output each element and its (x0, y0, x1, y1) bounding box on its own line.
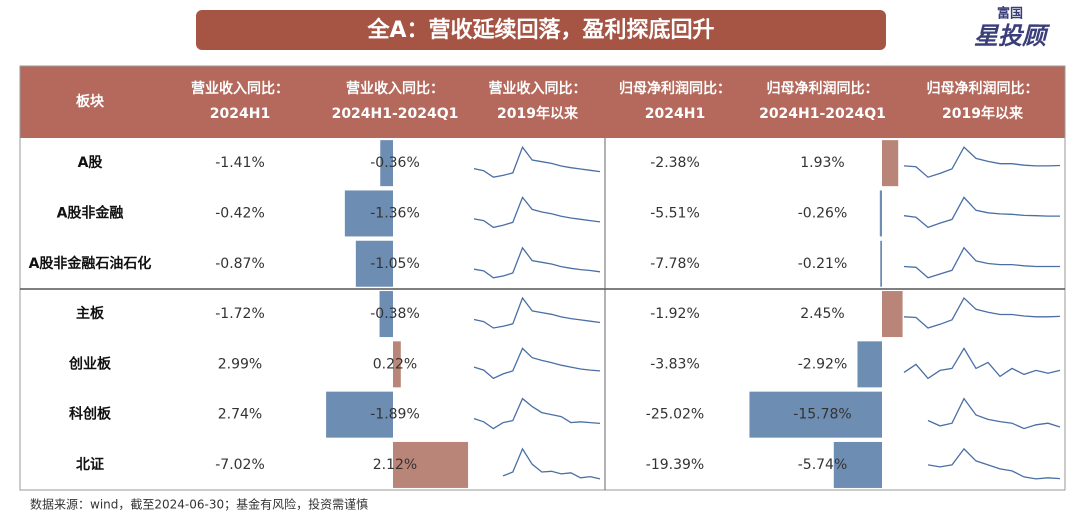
cell-value: -0.21% (798, 256, 848, 272)
table: 板块 营业收入同比： 2024H1 营业收入同比： 2024H1-2024Q1 营业收入同… (29, 80, 1061, 488)
column-header: 2019年以来 (497, 105, 579, 122)
column-header: 营业收入同比： (191, 80, 289, 97)
cell-value: -25.02% (646, 407, 704, 423)
cell-value: 2.12% (373, 457, 417, 473)
sparkline (927, 447, 1061, 480)
column-header: 2024H1 (210, 106, 270, 122)
cell-value: 2.74% (218, 407, 262, 423)
cell-value: -5.51% (650, 205, 700, 221)
data-bar (326, 391, 393, 438)
data-bar (355, 240, 393, 287)
sparkline (473, 246, 601, 279)
cell-value: 0.22% (373, 356, 417, 372)
cell-value: -1.72% (215, 306, 265, 322)
logo-top: 富国 (997, 6, 1023, 22)
cell-value: 2.99% (218, 356, 262, 372)
table-border (19, 65, 1066, 491)
cell-value: -2.92% (798, 356, 848, 372)
data-bar (749, 391, 882, 438)
sparkline (473, 145, 601, 178)
column-header: 归母净利润同比： (619, 80, 731, 97)
row-name: 北证 (76, 457, 104, 473)
column-header: 营业收入同比： (346, 80, 444, 97)
cell-value: -0.42% (215, 205, 265, 221)
data-bar (833, 441, 882, 488)
table-header-bg (20, 66, 1065, 138)
cell-value: -0.87% (215, 256, 265, 272)
row-name: 科创板 (69, 406, 112, 423)
column-header: 板块 (76, 93, 105, 110)
row-name: 主板 (76, 305, 105, 322)
data-bar (393, 341, 401, 388)
row-name: A股 (78, 155, 104, 171)
cell-value: 2.45% (800, 306, 844, 322)
data-bar (379, 291, 393, 338)
cell-value: -1.92% (650, 306, 700, 322)
cell-value: -0.26% (798, 205, 848, 221)
data-bar (344, 190, 393, 237)
sparkline (903, 246, 1060, 279)
column-header: 营业收入同比： (489, 80, 587, 97)
logo-main: 星投顾 (974, 22, 1051, 50)
cell-value: -1.41% (215, 155, 265, 171)
sparkline (473, 397, 601, 430)
column-header: 2024H1 (645, 106, 705, 122)
sparkline (903, 146, 1061, 178)
cell-value: -5.74% (798, 457, 848, 473)
cell-value: 1.93% (800, 155, 844, 171)
cell-value: -1.36% (370, 205, 420, 221)
sparkline (502, 447, 601, 480)
sparkline (903, 296, 1061, 329)
cell-value: -7.78% (650, 256, 700, 272)
column-header: 2019年以来 (942, 105, 1024, 122)
data-bar (380, 140, 393, 187)
data-bar (882, 140, 899, 187)
cell-value: -15.78% (793, 407, 851, 423)
sparkline (473, 347, 601, 380)
footnote: 数据来源：wind，截至2024-06-30；基金有风险，投资需谨慎 (30, 497, 368, 512)
title-banner (196, 10, 886, 50)
data-bar (393, 441, 469, 488)
data-bar (857, 341, 882, 388)
column-header: 2024H1-2024Q1 (759, 106, 886, 122)
cell-value: -1.89% (370, 407, 420, 423)
row-name: A股非金融 (57, 204, 124, 221)
title: 全A：营收延续回落，盈利探底回升 (366, 17, 714, 43)
row-name: A股非金融石油石化 (29, 255, 152, 272)
sparkline (903, 196, 1060, 229)
sparkline (927, 397, 1061, 430)
data-bar (880, 240, 882, 287)
data-bar (882, 291, 903, 338)
sparkline (473, 296, 601, 329)
cell-value: -2.38% (650, 155, 700, 171)
sparkline (903, 347, 1061, 380)
sparkline (473, 196, 601, 229)
cell-value: -0.36% (370, 155, 420, 171)
column-header: 2024H1-2024Q1 (332, 106, 459, 122)
cell-value: -3.83% (650, 356, 700, 372)
cell-value: -19.39% (646, 457, 704, 473)
column-header: 归母净利润同比： (767, 80, 879, 97)
row-name: 创业板 (68, 355, 112, 372)
data-bar (879, 190, 882, 237)
column-header: 归母净利润同比： (927, 80, 1039, 97)
cell-value: -7.02% (215, 457, 265, 473)
cell-value: -1.05% (370, 256, 420, 272)
cell-value: -0.38% (370, 306, 420, 322)
